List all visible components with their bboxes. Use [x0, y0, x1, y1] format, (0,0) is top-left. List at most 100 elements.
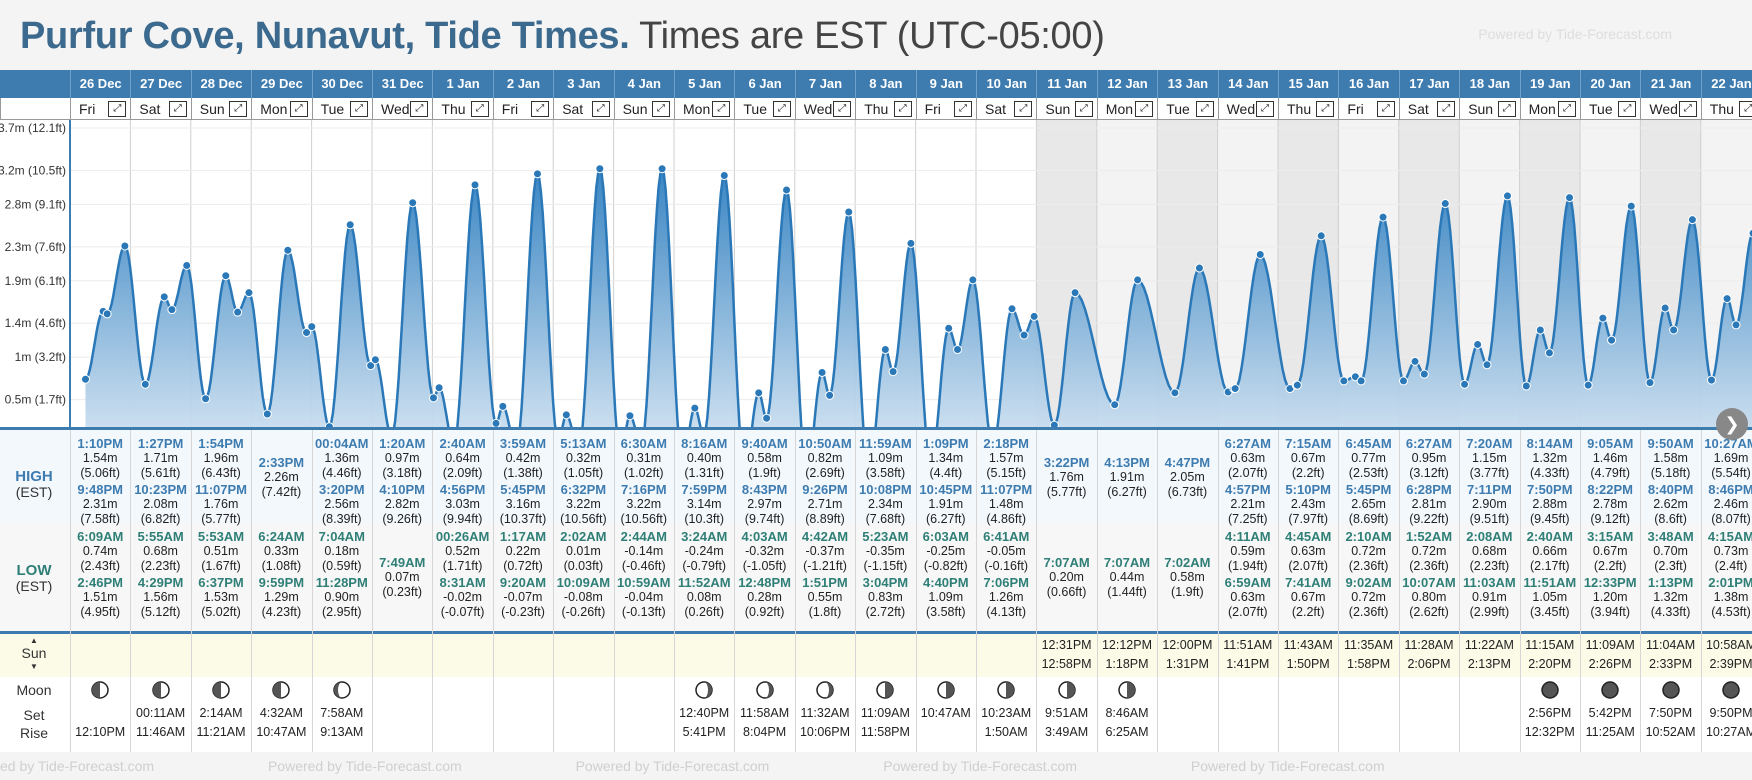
high-tide-cell: 4:10PM 2.82m (9.26ft)	[372, 482, 432, 527]
tide-point	[906, 238, 916, 248]
low-tide-height-ft: (4.13ft)	[986, 605, 1026, 619]
expand-icon[interactable]: ⤢	[531, 101, 550, 117]
expand-icon[interactable]: ⤢	[651, 101, 670, 117]
next-arrow-icon[interactable]: ❯	[1716, 408, 1748, 440]
sun-time: 1:31PM	[1165, 657, 1209, 671]
moon-set-time: 11:32AM	[800, 706, 850, 720]
expand-icon[interactable]: ⤢	[1437, 101, 1456, 117]
moon-set-time: 9:51AM	[1045, 706, 1089, 720]
low-tide-height-ft: (4.95ft)	[80, 605, 120, 619]
high-tide-time: 3:59AM	[499, 436, 547, 451]
expand-icon[interactable]: ⤢	[229, 101, 248, 117]
tide-point	[159, 292, 169, 302]
expand-icon[interactable]: ⤢	[470, 101, 489, 117]
day-of-week-label: Sat	[139, 101, 161, 117]
high-tide-height-m: 1.48m	[988, 497, 1024, 511]
low-tide-height-m: 0.91m	[1472, 590, 1507, 604]
expand-icon[interactable]: ⤢	[1618, 101, 1637, 117]
high-tide-time: 1:09PM	[923, 436, 969, 451]
tide-point	[657, 164, 667, 174]
expand-icon[interactable]: ⤢	[833, 101, 852, 117]
low-tide-height-ft: (2.62ft)	[1409, 605, 1449, 619]
high-tide-cell: 7:50PM 2.88m (9.45ft)	[1520, 482, 1580, 527]
low-label: LOW	[16, 562, 52, 579]
expand-icon[interactable]: ⤢	[1135, 101, 1154, 117]
tide-point	[817, 367, 827, 377]
expand-icon[interactable]: ⤢	[1678, 101, 1697, 117]
expand-icon[interactable]: ⤢	[1255, 101, 1274, 117]
low-tide-height-m: 0.18m	[324, 544, 360, 558]
high-tide-height-ft: (2.53ft)	[1348, 466, 1389, 480]
expand-icon[interactable]: ⤢	[953, 101, 972, 117]
tide-point	[1706, 375, 1716, 385]
high-tide-height-ft: (4.86ft)	[986, 512, 1026, 526]
tide-point	[428, 393, 438, 403]
moon-set-time: 4:32AM	[259, 706, 303, 720]
high-tide-time: 10:27AM	[1704, 436, 1752, 451]
high-tide-cell: 8:16AM 0.40m (1.31ft)	[674, 436, 734, 481]
expand-icon[interactable]: ⤢	[1074, 101, 1093, 117]
expand-icon[interactable]: ⤢	[1497, 101, 1516, 117]
low-tide-time: 6:24AM	[258, 529, 305, 544]
expand-icon[interactable]: ⤢	[108, 101, 127, 117]
low-tide-height-ft: (0.92ft)	[744, 605, 785, 619]
low-tide-height-m: 1.51m	[82, 590, 118, 604]
expand-icon[interactable]: ⤢	[410, 101, 429, 117]
low-tide-height-ft: (1.44ft)	[1107, 585, 1147, 599]
expand-icon[interactable]: ⤢	[1195, 101, 1214, 117]
low-tide-height-m: 0.08m	[686, 590, 722, 604]
low-tide-cell: 4:40PM 1.09m (3.58ft)	[916, 575, 976, 620]
expand-icon[interactable]: ⤢	[1376, 101, 1395, 117]
day-of-week-cell: Sat ⤢	[976, 98, 1037, 120]
tide-point	[120, 241, 130, 251]
high-tide-height-m: 3.03m	[445, 497, 480, 511]
low-tide-cell: 6:41AM -0.05m (-0.16ft)	[976, 529, 1036, 574]
low-tide-height-m: 1.26m	[988, 590, 1024, 604]
expand-icon[interactable]: ⤢	[591, 101, 610, 117]
date-header: 28 Dec	[190, 70, 252, 98]
expand-icon[interactable]: ⤢	[168, 101, 187, 117]
low-tide-height-ft: (2.07ft)	[1288, 559, 1328, 573]
column-separator	[1640, 430, 1642, 752]
low-tide-height-m: 0.28m	[747, 590, 782, 604]
low-tide-height-m: 0.68m	[1472, 544, 1507, 558]
high-tide-height-ft: (9.22ft)	[1409, 512, 1449, 526]
high-tide-height-ft: (10.37ft)	[499, 512, 547, 526]
high-tide-cell: 5:45PM 3.16m (10.37ft)	[493, 482, 553, 527]
high-tide-time: 7:16PM	[621, 482, 667, 497]
low-tide-cell: 5:55AM 0.68m (2.23ft)	[130, 529, 190, 574]
expand-icon[interactable]: ⤢	[772, 101, 791, 117]
expand-icon[interactable]: ⤢	[893, 101, 912, 117]
moon-phase-icon	[755, 681, 774, 699]
high-tide-height-m: 3.14m	[686, 497, 722, 511]
expand-icon[interactable]: ⤢	[1739, 101, 1752, 117]
low-tide-cell: 1:13PM 1.32m (4.33ft)	[1640, 575, 1700, 620]
sun-time: 11:04AM	[1646, 638, 1696, 652]
expand-icon[interactable]: ⤢	[1014, 101, 1033, 117]
expand-icon[interactable]: ⤢	[289, 101, 308, 117]
expand-icon[interactable]: ⤢	[1557, 101, 1576, 117]
high-tide-height-ft: (5.77ft)	[1046, 484, 1087, 499]
moon-set-time: 9:50PM	[1709, 706, 1752, 720]
high-tide-height-ft: (3.12ft)	[1409, 466, 1449, 480]
high-tide-cell: 3:22PM 1.76m (5.77ft)	[1036, 455, 1096, 500]
day-of-week-cell: Wed ⤢	[794, 98, 856, 120]
tide-point	[1440, 199, 1450, 209]
tide-point	[1722, 294, 1732, 304]
tide-point	[102, 309, 112, 319]
tide-point	[1019, 330, 1029, 340]
tide-point	[221, 271, 231, 281]
tide-point	[690, 403, 700, 413]
moon-rise-time: 10:06PM	[799, 725, 850, 739]
sun-time: 12:00PM	[1162, 638, 1213, 652]
moon-set-time: 7:58AM	[320, 706, 364, 720]
low-tide-time: 1:13PM	[1647, 575, 1694, 590]
expand-icon[interactable]: ⤢	[712, 101, 731, 117]
day-of-week-cell: Fri ⤢	[915, 98, 976, 120]
tide-point	[1230, 384, 1240, 394]
tide-point	[1482, 360, 1492, 370]
moon-phase-icon	[1541, 681, 1559, 699]
expand-icon[interactable]: ⤢	[349, 101, 368, 117]
expand-icon[interactable]: ⤢	[1316, 101, 1335, 117]
footer-watermark: ed by Tide-Forecast.com	[0, 758, 155, 774]
